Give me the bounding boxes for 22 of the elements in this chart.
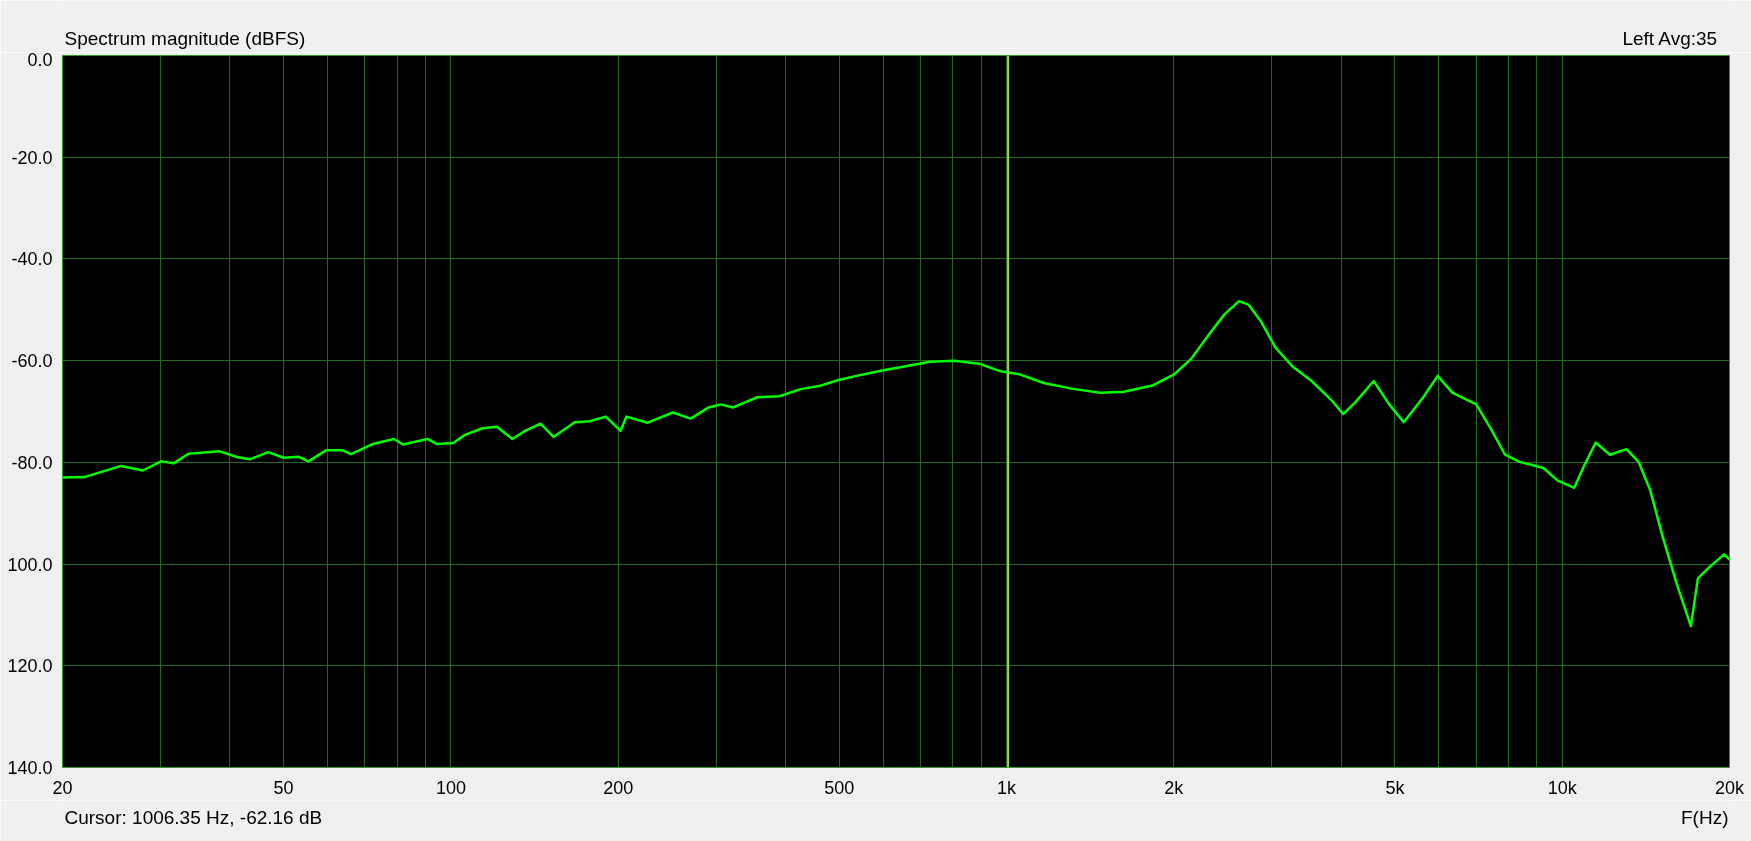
y-tick-label: 0.0 — [27, 49, 53, 70]
x-tick-label: 200 — [603, 777, 634, 798]
x-tick-label: 1k — [997, 777, 1018, 798]
x-tick-label: 50 — [273, 777, 294, 798]
x-tick-label: 20k — [1714, 777, 1746, 798]
x-tick-label: 2k — [1164, 777, 1185, 798]
x-axis-title: F(Hz) — [1681, 807, 1729, 828]
x-tick-label: 5k — [1385, 777, 1406, 798]
y-tick-label: -20.0 — [11, 147, 53, 168]
x-tick-label: 10k — [1547, 777, 1578, 798]
text: Left Avg:35 — [1622, 28, 1718, 49]
y-tick-label: 140.0 — [7, 758, 53, 778]
text: Cursor: 1006.35 Hz, -62.16 dB — [64, 807, 323, 828]
y-tick-label: 120.0 — [7, 656, 53, 677]
y-tick-label: -40.0 — [11, 249, 53, 270]
x-tick-label: 100 — [435, 777, 466, 798]
y-tick-label: -60.0 — [11, 351, 53, 372]
x-tick-label: 500 — [824, 777, 855, 798]
y-tick-label: -80.0 — [11, 452, 53, 473]
y-tick-label: 100.0 — [7, 554, 53, 575]
x-tick-label: 20 — [52, 777, 73, 798]
y-axis-title: Spectrum magnitude (dBFS) — [64, 28, 306, 49]
